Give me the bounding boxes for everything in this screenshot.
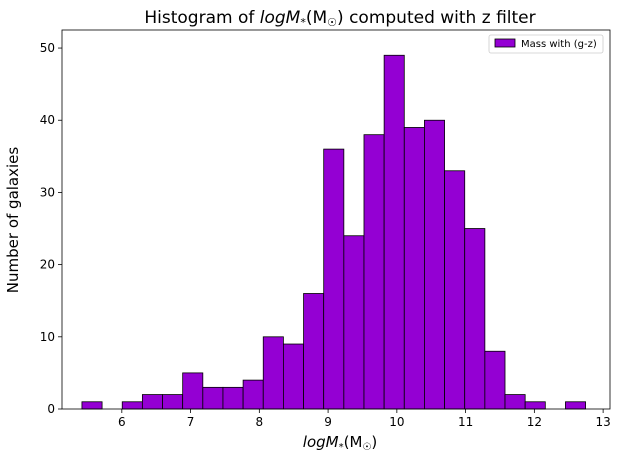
y-axis: 0 10 20 30 40 50 <box>40 41 62 416</box>
x-axis-label: logM*(M☉) <box>303 433 377 453</box>
x-tick-label: 12 <box>527 415 542 429</box>
histogram-bar <box>444 170 466 410</box>
histogram-bar <box>303 293 325 410</box>
histogram-bar <box>262 336 284 410</box>
histogram-bar <box>121 401 143 410</box>
x-axis: 6 7 8 9 10 11 12 13 <box>118 409 611 429</box>
y-tick-label: 20 <box>40 258 55 272</box>
histogram-bar <box>162 394 184 410</box>
x-tick-label: 11 <box>458 415 473 429</box>
histogram-bar <box>81 401 103 410</box>
histogram-bars <box>81 54 586 410</box>
histogram-bar <box>282 343 304 410</box>
histogram-bar <box>343 235 365 410</box>
y-tick-label: 10 <box>40 330 55 344</box>
y-tick-label: 50 <box>40 41 55 55</box>
legend-swatch <box>494 38 516 48</box>
histogram-bar <box>141 394 163 410</box>
histogram-bar <box>424 119 445 410</box>
plot-frame <box>61 29 611 410</box>
x-tick-label: 10 <box>389 415 404 429</box>
histogram-bar <box>363 134 385 410</box>
chart-title: Histogram of logM*(M☉) computed with z f… <box>144 8 535 29</box>
x-tick-label: 13 <box>595 415 610 429</box>
y-axis-label: Number of galaxies <box>4 147 22 294</box>
x-tick-label: 8 <box>256 415 264 429</box>
histogram-bar <box>524 401 546 410</box>
y-tick-label: 40 <box>40 113 55 127</box>
histogram-bar <box>222 386 244 410</box>
histogram-bar <box>242 379 264 410</box>
x-tick-label: 6 <box>118 415 126 429</box>
histogram-bar <box>323 148 345 410</box>
y-tick-label: 30 <box>40 185 55 199</box>
histogram-bar <box>403 127 425 410</box>
histogram-bar <box>182 372 204 410</box>
legend-box <box>488 34 604 54</box>
x-tick-label: 9 <box>324 415 332 429</box>
histogram-bar <box>464 228 486 410</box>
legend: Mass with (g-z) <box>488 34 604 54</box>
histogram-bar <box>202 386 224 410</box>
histogram-bar <box>484 350 506 410</box>
histogram-bar <box>383 54 405 410</box>
x-tick-label: 7 <box>187 415 195 429</box>
histogram-bar <box>504 394 526 410</box>
y-tick-label: 0 <box>47 402 55 416</box>
legend-label: Mass with (g-z) <box>521 39 597 50</box>
histogram-bar <box>565 401 586 410</box>
